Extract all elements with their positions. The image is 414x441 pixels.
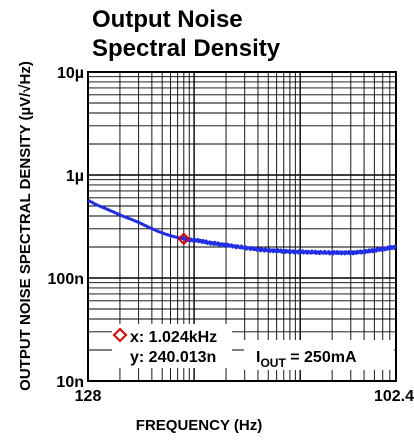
y-tick-label-2: 100n	[48, 271, 84, 288]
cursor-diamond	[177, 232, 191, 246]
y-tick-label-3: 10n	[56, 374, 84, 391]
y-axis-label: OUTPUT NOISE SPECTRAL DENSITY (µV/√Hz)	[17, 61, 34, 391]
cursor-marker	[177, 232, 191, 246]
y-tick-labels: 10µ 1µ 100n 10n	[48, 65, 84, 391]
x-tick-label-0: 128	[75, 388, 102, 405]
iout-subscript: OUT	[260, 356, 286, 370]
iout-label-box	[244, 340, 394, 370]
chart-title-line1: Output Noise	[92, 6, 243, 33]
y-tick-label-0: 10µ	[57, 65, 84, 82]
iout-annotation: IOUT = 250mA	[256, 349, 357, 370]
plot-frame	[87, 71, 397, 382]
cursor-label-box	[112, 324, 232, 368]
grid-lines	[88, 72, 396, 381]
chart-title-line2: Spectral Density	[92, 35, 281, 62]
legend-diamond	[112, 327, 128, 343]
iout-symbol: I	[256, 349, 260, 366]
x-tick-label-1: 102.4	[374, 388, 414, 405]
x-axis-label: FREQUENCY (Hz)	[136, 417, 262, 434]
cursor-y-label: y: 240.013n	[130, 349, 216, 366]
cursor-legend-marker	[112, 327, 128, 343]
iout-value: = 250mA	[286, 349, 357, 366]
x-tick-labels: 128 102.4	[75, 388, 414, 405]
series-line-noise	[87, 198, 397, 256]
cursor-x-label: x: 1.024kHz	[130, 329, 217, 346]
y-tick-label-1: 1µ	[66, 168, 84, 185]
